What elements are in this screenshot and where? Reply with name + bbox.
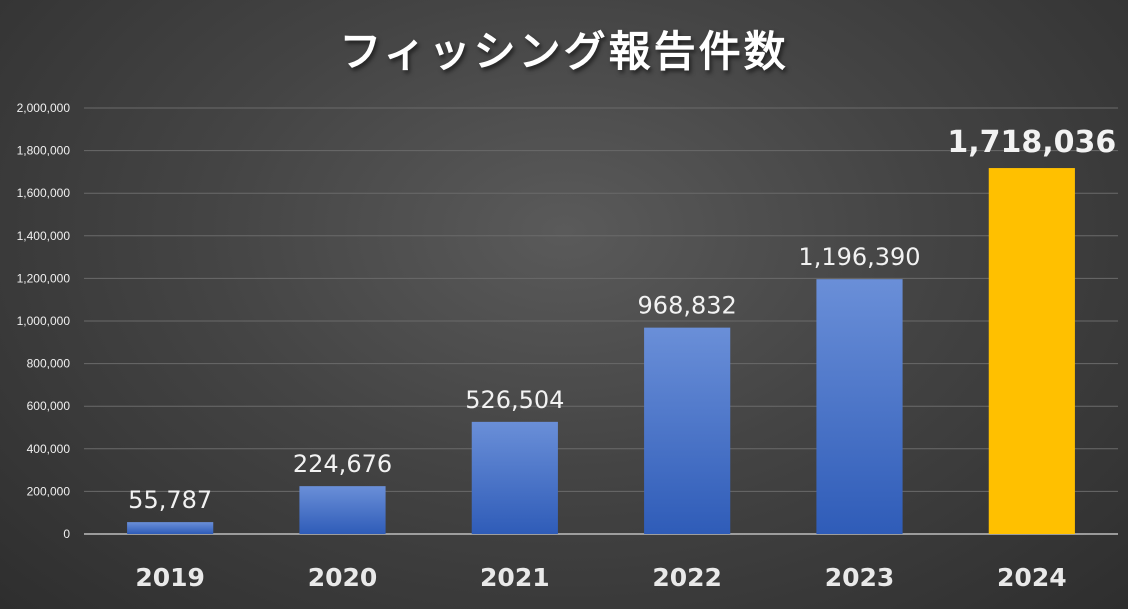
y-tick-label: 800,000 <box>27 357 71 371</box>
y-axis-ticks: 0 200,000 400,000 600,000 800,000 1,000,000 1,… <box>17 101 71 541</box>
y-tick-label: 1,200,000 <box>17 271 71 285</box>
data-labels: 55,787 224,676 526,504 968,832 1,196,390 1,71… <box>128 125 1116 514</box>
x-tick-label: 2022 <box>652 563 722 592</box>
bar <box>471 421 558 534</box>
data-label: 1,196,390 <box>798 243 920 271</box>
bar <box>988 168 1075 534</box>
bar <box>127 522 214 534</box>
y-tick-label: 2,000,000 <box>17 101 71 115</box>
chart-title: フィッシング報告件数 <box>339 27 789 76</box>
y-tick-label: 400,000 <box>27 442 71 456</box>
x-tick-label: 2024 <box>997 563 1067 592</box>
y-tick-label: 0 <box>63 527 70 541</box>
gridlines <box>84 107 1118 535</box>
y-tick-label: 1,800,000 <box>17 144 71 158</box>
bar <box>644 327 731 534</box>
data-label: 968,832 <box>638 292 737 320</box>
y-tick-label: 600,000 <box>27 399 71 413</box>
bars <box>127 168 1075 534</box>
y-tick-label: 1,400,000 <box>17 229 71 243</box>
x-tick-label: 2020 <box>308 563 378 592</box>
bar <box>816 279 903 534</box>
data-label: 526,504 <box>465 386 564 414</box>
x-tick-label: 2023 <box>825 563 895 592</box>
data-label: 1,718,036 <box>947 125 1116 160</box>
data-label: 55,787 <box>128 486 212 514</box>
data-label: 224,676 <box>293 450 392 478</box>
x-tick-label: 2021 <box>480 563 550 592</box>
bar <box>299 486 386 534</box>
x-tick-label: 2019 <box>135 563 205 592</box>
y-tick-label: 200,000 <box>27 484 71 498</box>
y-tick-label: 1,600,000 <box>17 186 71 200</box>
x-axis-ticks: 2019 2020 2021 2022 2023 2024 <box>135 563 1066 592</box>
y-tick-label: 1,000,000 <box>17 314 71 328</box>
